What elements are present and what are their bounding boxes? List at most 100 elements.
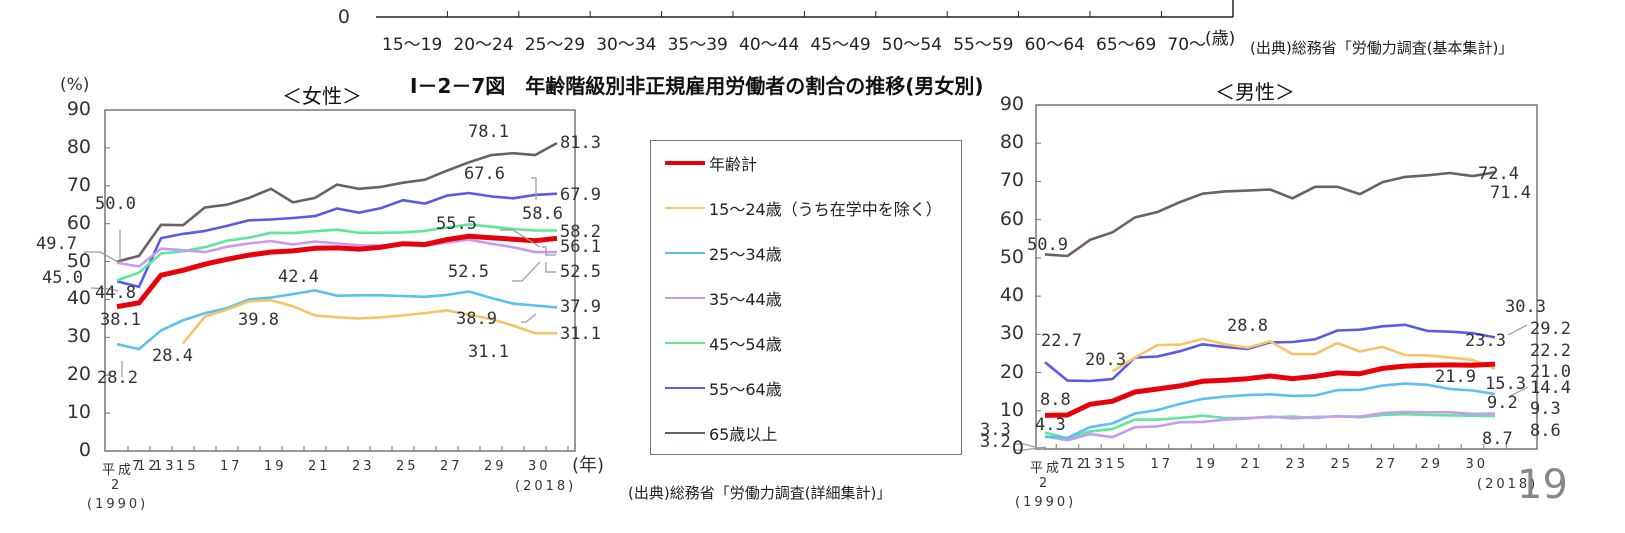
data-label: 52.5: [448, 262, 489, 282]
female-y-tick: 90: [66, 98, 91, 120]
top-chart-x-tick: 40～44: [739, 35, 800, 55]
male-x-sublabel: (1990): [1015, 495, 1077, 510]
data-label: 38.1: [100, 310, 141, 330]
legend-label: 年齢計: [709, 155, 758, 174]
series-line: [1044, 410, 1496, 442]
data-label: 31.1: [468, 342, 509, 362]
data-label: 67.9: [560, 185, 601, 205]
legend-label: 65歳以上: [709, 425, 778, 444]
legend-label: 55～64歳: [709, 380, 782, 399]
male-y-tick: 30: [999, 322, 1024, 345]
legend-item: 55～64歳: [665, 378, 782, 399]
female-x-tick: 29: [484, 459, 507, 474]
top-chart-y-zero: 0: [337, 6, 350, 28]
male-x-tick: 19: [1195, 457, 1219, 472]
data-label: 78.1: [468, 122, 509, 142]
data-label: 52.5: [560, 262, 601, 282]
female-x-tick: 30: [528, 459, 551, 474]
top-chart-x-tick: 35～39: [667, 35, 728, 55]
data-label: 72.4: [1478, 164, 1519, 184]
data-label: 14.4: [1530, 378, 1571, 398]
male-x-tick: 15: [1105, 457, 1129, 472]
series-line: [1044, 412, 1496, 440]
legend-swatch: [665, 387, 705, 389]
male-x-tick: 29: [1420, 457, 1444, 472]
top-chart-x-tick: 25～29: [524, 35, 586, 55]
female-y-tick: 0: [78, 439, 91, 461]
top-chart-x-tick: 50～54: [881, 35, 943, 55]
male-y-tick: 70: [999, 169, 1024, 192]
data-label: 30.3: [1505, 297, 1546, 317]
data-label: 3.2: [980, 432, 1011, 452]
legend-swatch: [665, 342, 705, 344]
legend-swatch: [665, 207, 705, 209]
male-x-sublabel: 2: [1039, 476, 1051, 491]
figure-title: Ⅰ－2－7図 年齢階級別非正規雇用労働者の割合の推移(男女別): [410, 74, 984, 98]
male-x-tick: 27: [1375, 457, 1399, 472]
top-chart-x-tick: 20～24: [453, 35, 514, 55]
data-label: 9.3: [1530, 399, 1561, 419]
female-x-tick: 13: [154, 459, 177, 474]
data-label: 81.3: [560, 133, 601, 153]
legend-item: 35～44歳: [665, 288, 782, 309]
male-y-tick: 10: [999, 398, 1024, 421]
male-x-tick: 平成: [1030, 461, 1063, 476]
data-label: 28.8: [1227, 316, 1268, 336]
data-label: 58.6: [522, 204, 563, 224]
female-x-tick: 21: [308, 459, 331, 474]
female-x-tick: 23: [352, 459, 375, 474]
male-y-tick: 60: [999, 207, 1024, 230]
male-y-tick: 40: [999, 284, 1024, 307]
data-label: 20.3: [1085, 350, 1126, 370]
legend-label: 45～54歳: [709, 335, 782, 354]
data-label: 67.6: [464, 164, 505, 184]
data-label: 44.8: [95, 283, 136, 303]
female-chart-title: ＜女性＞: [282, 84, 362, 108]
series-line: [181, 298, 557, 345]
top-chart-source: (出典)総務省「労働力調査(基本集計)」: [1250, 39, 1514, 57]
top-chart-x-tick: 30～34: [596, 35, 657, 55]
male-x-sublabel: (2018): [1477, 477, 1539, 492]
series-line: [1044, 382, 1496, 440]
data-label: 28.2: [97, 368, 138, 388]
top-chart-x-tick: 45～49: [810, 35, 871, 55]
data-label: 22.2: [1530, 341, 1571, 361]
data-label: 8.7: [1482, 429, 1513, 449]
female-x-sublabel: 2: [111, 478, 123, 493]
female-x-tick: 17: [220, 459, 243, 474]
male-x-tick: 7: [1060, 457, 1072, 472]
female-x-sublabel: (1990): [87, 497, 149, 512]
data-label: 15.3: [1485, 374, 1526, 394]
data-label: 38.9: [456, 309, 497, 329]
female-x-tick: 15: [176, 459, 199, 474]
top-chart-x-unit: (歳): [1205, 29, 1236, 49]
data-label: 22.7: [1041, 331, 1082, 351]
legend-label: 35～44歳: [709, 290, 782, 309]
legend-swatch: [665, 252, 705, 254]
male-y-tick: 90: [999, 93, 1024, 115]
male-x-tick: 12: [1065, 457, 1089, 472]
legend-label: 15～24歳（うち在学中を除く）: [709, 200, 942, 219]
legend-item: 45～54歳: [665, 333, 782, 354]
legend-label: 25～34歳: [709, 245, 782, 264]
y-unit-label: (%): [60, 75, 90, 95]
female-y-tick: 10: [66, 401, 91, 424]
female-y-tick: 20: [66, 363, 91, 386]
male-x-tick: 25: [1330, 457, 1354, 472]
data-label: 45.0: [42, 268, 83, 288]
data-label: 9.2: [1487, 393, 1518, 413]
female-y-tick: 60: [66, 211, 91, 234]
series-line: [1111, 337, 1496, 373]
series-line: [116, 191, 558, 289]
series-line: [1044, 361, 1496, 418]
data-label: 23.3: [1465, 331, 1506, 351]
male-chart-title: ＜男性＞: [1215, 80, 1295, 104]
legend-item: 年齢計: [665, 153, 758, 174]
data-label: 58.2: [560, 222, 601, 242]
female-x-sublabel: (2018): [515, 479, 577, 494]
data-label: 55.5: [436, 214, 477, 234]
female-y-tick: 70: [66, 173, 91, 196]
male-y-tick: 50: [999, 245, 1024, 268]
